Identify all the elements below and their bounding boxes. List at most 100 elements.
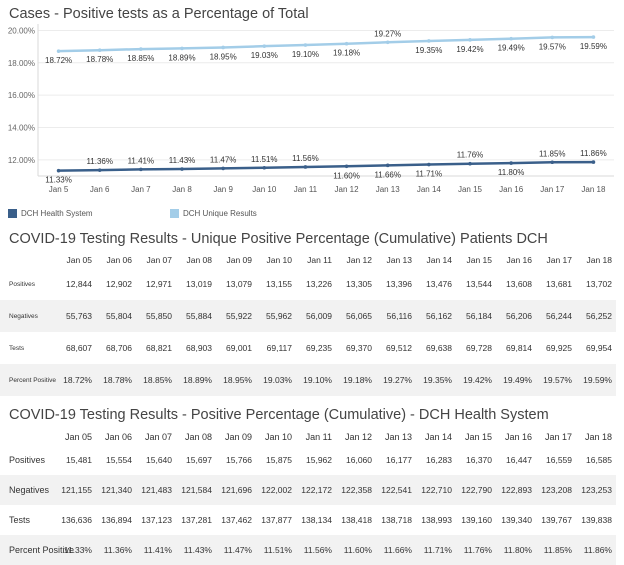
table-cell: 11.51% — [256, 535, 296, 565]
data-label: 18.72% — [45, 56, 72, 65]
table-cell: 69,001 — [226, 343, 252, 353]
table-cell: 13,305 — [346, 279, 372, 289]
column-header: Jan 11 — [305, 431, 332, 442]
table-cell: 122,002 — [256, 475, 296, 505]
table-cell: 18.95% — [216, 364, 256, 396]
x-tick-label: Jan 18 — [581, 185, 606, 194]
column-header: Jan 07 — [146, 255, 172, 265]
x-tick-label: Jan 11 — [294, 185, 318, 194]
x-tick-label: Jan 9 — [213, 185, 233, 194]
column-header: Jan 12 — [346, 255, 372, 265]
column-header: Jan 16 — [504, 431, 532, 442]
table-cell: 12,902 — [106, 279, 132, 289]
legend-item-health-system[interactable]: DCH Health System — [8, 209, 93, 218]
table-cell: 11.56% — [296, 535, 336, 565]
column-header: Jan 18 — [586, 255, 612, 265]
table-cell: 122,893 — [496, 475, 536, 505]
table-cell: 137,877 — [261, 515, 292, 525]
table-cell: 11.36% — [96, 535, 136, 565]
column-header: Jan 09 — [224, 431, 252, 442]
table-cell: 13,702 — [586, 279, 612, 289]
table-cell: 15,554 — [106, 455, 132, 465]
table-cell: 19.49% — [496, 364, 536, 396]
table-cell: 56,162 — [416, 300, 456, 332]
column-header: Jan 06 — [106, 255, 132, 265]
table-cell: 11.43% — [176, 535, 216, 565]
table-row: Positives 12,844 12,902 12,971 13,019 13,079 1… — [0, 268, 616, 300]
column-header: Jan 17 — [544, 431, 572, 442]
column-header: Jan 11 — [307, 255, 332, 265]
data-label: 11.33% — [45, 176, 72, 185]
table-cell: 69,954 — [586, 343, 612, 353]
data-point — [303, 165, 308, 169]
column-header: Jan 16 — [506, 255, 532, 265]
x-tick-label: Jan 7 — [131, 185, 151, 194]
table-cell: 138,993 — [421, 515, 452, 525]
data-point — [221, 45, 225, 50]
table-cell: 56,065 — [336, 300, 376, 332]
table-cell: 123,208 — [536, 475, 576, 505]
table-cell: 69,235 — [306, 343, 332, 353]
legend-item-unique-results[interactable]: DCH Unique Results — [170, 209, 257, 218]
column-header: Jan 15 — [464, 431, 492, 442]
data-point — [180, 167, 184, 171]
table-cell: 18.78% — [96, 364, 136, 396]
data-point — [139, 167, 143, 172]
table-cell: 11.41% — [136, 535, 176, 565]
x-tick-label: Jan 15 — [458, 185, 483, 194]
table-cell: 13,608 — [506, 279, 532, 289]
table-cell: 13,155 — [266, 279, 292, 289]
row-label: Negatives — [0, 475, 56, 505]
table-cell: 69,925 — [546, 343, 572, 353]
x-tick-label: Jan 5 — [49, 185, 69, 194]
legend-label: DCH Health System — [21, 209, 93, 218]
x-tick-label: Jan 8 — [172, 185, 192, 194]
column-header: Jan 10 — [266, 255, 292, 265]
column-header: Jan 12 — [344, 431, 372, 442]
column-header: Jan 13 — [384, 431, 412, 442]
table-cell: 15,697 — [186, 455, 212, 465]
data-label: 18.89% — [168, 53, 195, 62]
table-cell: 15,875 — [266, 455, 292, 465]
data-label: 11.41% — [128, 156, 155, 165]
row-label: Tests — [9, 344, 25, 352]
column-header: Jan 17 — [546, 255, 572, 265]
column-header: Jan 14 — [424, 431, 452, 442]
y-tick-label: 16.00% — [8, 91, 35, 100]
row-label: Percent Positive — [0, 535, 74, 565]
data-label: 11.36% — [86, 157, 113, 166]
data-point — [509, 161, 513, 165]
table-cell: 12,844 — [66, 279, 92, 289]
table-cell: 139,340 — [501, 515, 532, 525]
data-label: 11.76% — [457, 151, 484, 160]
x-tick-label: Jan 17 — [540, 185, 565, 194]
table-cell: 55,884 — [176, 300, 216, 332]
legend-swatch — [170, 209, 179, 218]
data-point — [427, 162, 431, 167]
data-label: 18.78% — [86, 55, 113, 64]
data-point — [344, 164, 349, 169]
table-cell: 136,894 — [101, 515, 132, 525]
row-label: Tests — [9, 515, 31, 525]
table-cell: 56,184 — [456, 300, 496, 332]
data-label: 19.27% — [374, 29, 401, 38]
table2-title: COVID-19 Testing Results - Positive Perc… — [9, 407, 549, 423]
table-cell: 68,607 — [66, 343, 92, 353]
table-cell: 121,696 — [216, 475, 256, 505]
data-point — [221, 166, 225, 171]
table-cell: 11.85% — [536, 535, 576, 565]
x-tick-label: Jan 14 — [417, 185, 442, 194]
data-point — [550, 35, 555, 40]
table-cell: 16,177 — [386, 455, 412, 465]
row-label: Positives — [9, 280, 36, 288]
table-cell: 56,009 — [296, 300, 336, 332]
table-cell: 13,476 — [426, 279, 452, 289]
data-label: 19.42% — [456, 45, 483, 54]
table-cell: 18.72% — [56, 364, 96, 396]
table-cell: 56,116 — [376, 300, 416, 332]
table-cell: 55,962 — [256, 300, 296, 332]
column-header: Jan 06 — [104, 431, 132, 442]
table-row: Negatives 55,763 55,804 55,850 55,884 55,922 5… — [0, 300, 616, 332]
table-cell: 122,358 — [336, 475, 376, 505]
row-label: Negatives — [0, 300, 56, 332]
